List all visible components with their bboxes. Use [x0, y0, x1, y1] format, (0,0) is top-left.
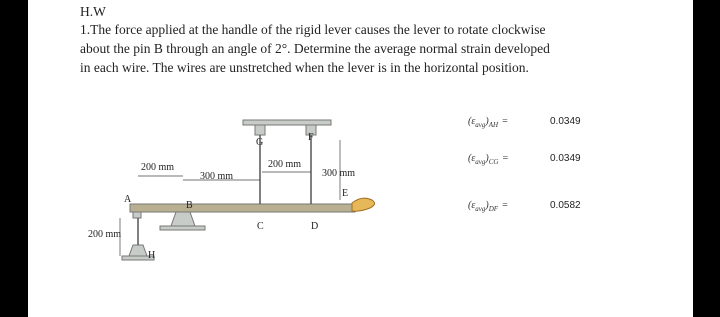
strain-sub: avg	[475, 158, 486, 166]
anchor-h	[128, 244, 148, 257]
strain-eq: =	[502, 153, 509, 164]
diagram-label: 200 mm	[141, 162, 175, 173]
ceiling	[242, 119, 332, 126]
strain-value: 0.0349	[550, 116, 581, 127]
strain-eq: =	[502, 200, 508, 211]
strain-sub: avg	[475, 205, 486, 213]
strain-eq: =	[502, 116, 508, 127]
strain-value: 0.0349	[550, 153, 581, 164]
diagram-label: D	[311, 221, 319, 232]
strain-label: (εavg)DF =	[468, 200, 508, 213]
pin-a	[132, 211, 142, 219]
diagram-label: 200 mm	[88, 229, 122, 240]
strain-open: (ε	[468, 200, 476, 211]
problem-line: about the pin B through an angle of 2°. …	[80, 41, 550, 56]
diagram-label: G	[256, 137, 264, 148]
diagram-label: 300 mm	[322, 168, 356, 179]
ground	[159, 225, 206, 231]
diagram-label: H	[148, 250, 156, 261]
strain-label: (εavg)CG =	[468, 153, 508, 166]
strain-value: 0.0582	[550, 200, 581, 211]
diagram-label: A	[124, 194, 132, 205]
diagram-label: 300 mm	[200, 171, 234, 182]
strain-sub: avg	[475, 121, 486, 129]
diagram-label: B	[186, 200, 193, 211]
diagram-label: E	[342, 188, 349, 199]
hand	[351, 197, 376, 212]
diagram-label: 200 mm	[268, 159, 302, 170]
ground	[121, 255, 155, 261]
strain-open: (ε	[468, 116, 476, 127]
title: H.W	[80, 4, 106, 19]
strain-close: )	[485, 153, 489, 164]
strain-label: (εavg)AH =	[468, 116, 508, 129]
pin-support	[170, 211, 196, 227]
diagram-label: F	[308, 132, 314, 143]
lever	[129, 203, 356, 213]
strain-close: )	[485, 116, 489, 127]
strain-open: (ε	[468, 153, 476, 164]
paper	[28, 0, 693, 317]
strain-wire: AH	[488, 121, 499, 129]
problem-line: 1.The force applied at the handle of the…	[80, 22, 546, 37]
strain-close: )	[485, 200, 489, 211]
strain-wire: DF	[488, 205, 499, 213]
wire-mount	[254, 124, 266, 136]
problem-line: in each wire. The wires are unstretched …	[80, 60, 529, 75]
diagram-label: C	[257, 221, 264, 232]
strain-wire: CG	[488, 158, 499, 166]
